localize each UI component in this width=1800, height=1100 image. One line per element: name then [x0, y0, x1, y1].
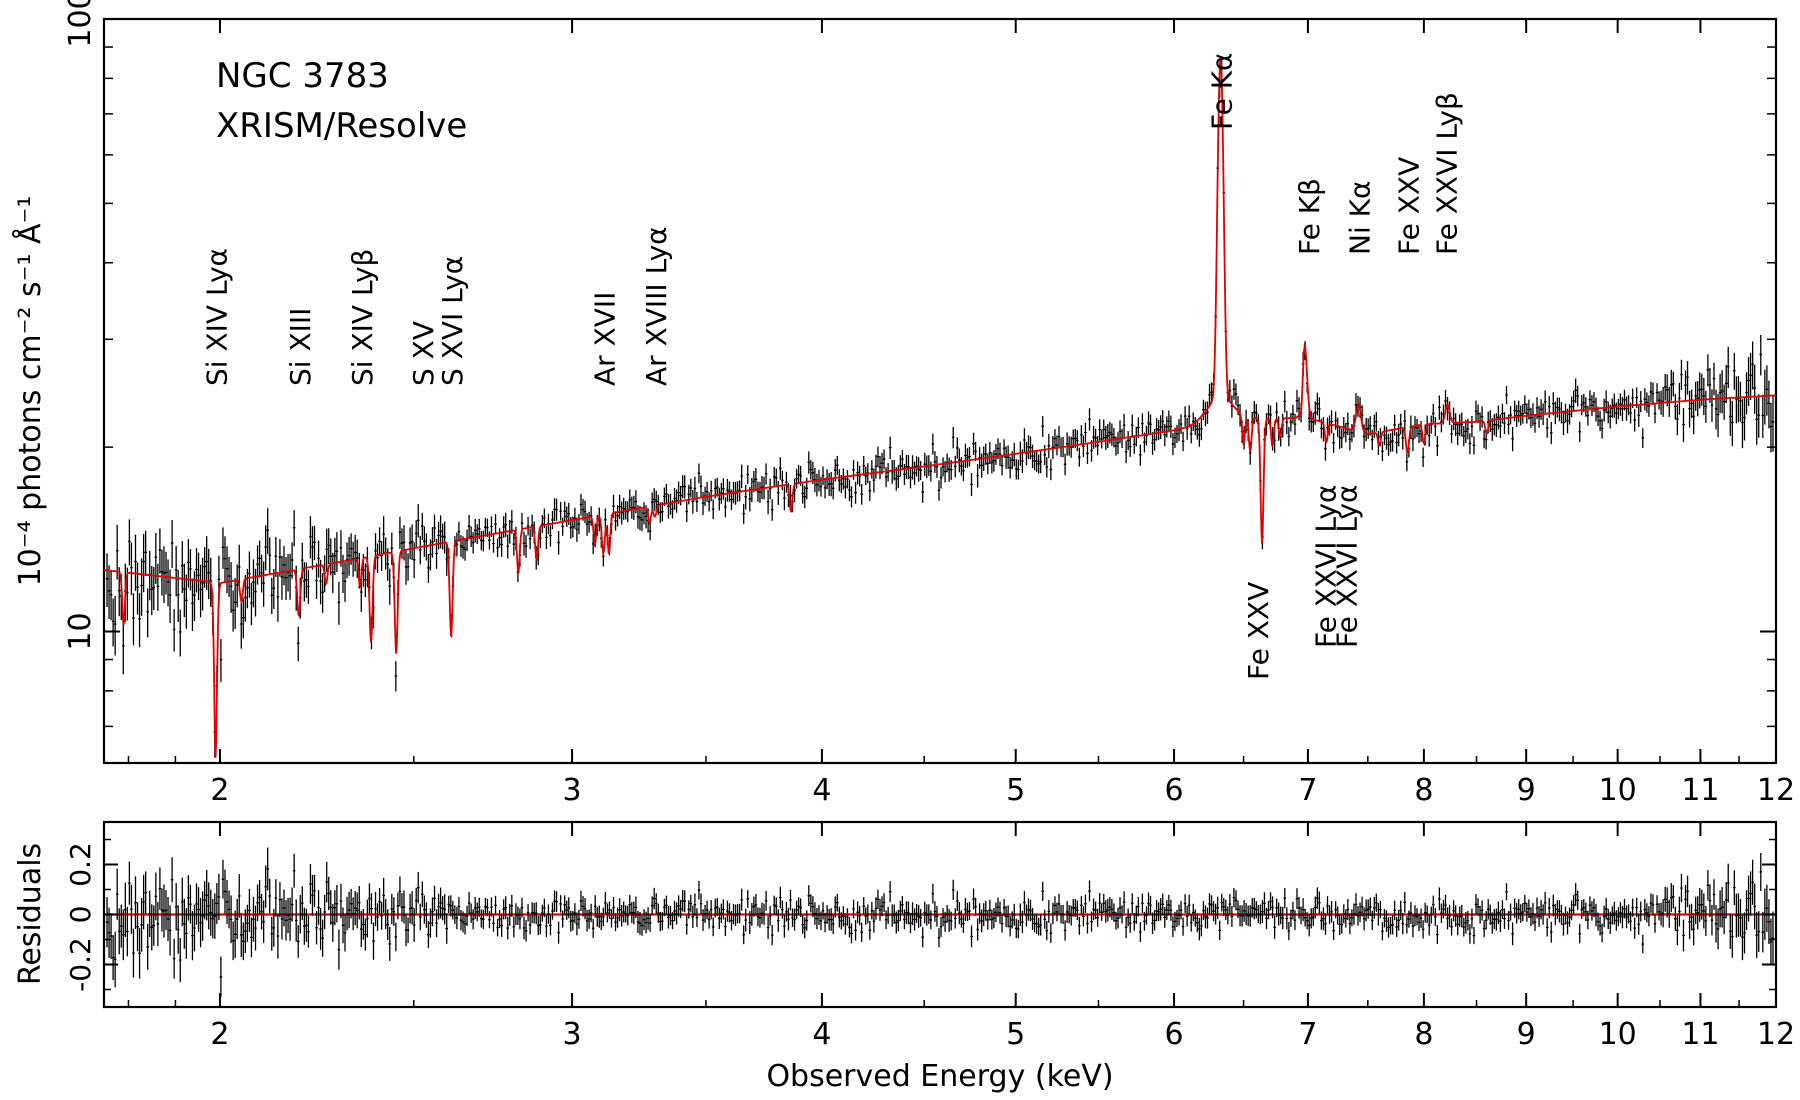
residuals-x-tick-label: 3 — [563, 1017, 582, 1052]
spectrum-x-tick-label: 10 — [1599, 773, 1637, 808]
spectrum-x-tick-label: 7 — [1298, 773, 1317, 808]
line-label-top: Si XIV Lyβ — [346, 249, 379, 386]
spectrum-x-tick-label: 9 — [1517, 773, 1536, 808]
spectrum-x-tick-label: 3 — [563, 773, 582, 808]
spectrum-y-axis-label: 10⁻⁴ photons cm⁻² s⁻¹ Å⁻¹ — [12, 196, 48, 587]
line-label-top: Fe Kα — [1206, 52, 1239, 130]
line-label-top: Si XIV Lyα — [201, 248, 234, 386]
line-label-top: Si XIII — [284, 308, 317, 386]
line-label-top: Fe XXV — [1392, 157, 1425, 255]
line-label-top: Fe XXVI Lyβ — [1430, 92, 1463, 255]
spectrum-x-tick-label: 5 — [1006, 773, 1025, 808]
line-label-top: S XV — [407, 321, 440, 386]
residuals-y-tick-label: 0.2 — [64, 842, 97, 887]
residuals-x-tick-label: 4 — [812, 1017, 831, 1052]
spectrum-plot-area — [104, 58, 1776, 758]
line-label-top: Ar XVII — [588, 292, 621, 386]
residuals-x-tick-label: 10 — [1599, 1017, 1637, 1052]
spectrum-data-series — [105, 58, 1775, 758]
residuals-x-tick-label: 5 — [1006, 1017, 1025, 1052]
spectrum-y-tick-label: 100 — [63, 0, 98, 48]
residuals-axis-ticks: 2 3 4 5 6 7 8 9 10 11 12 -0.2 0 0.2 — [64, 822, 1795, 1052]
model-curve — [104, 58, 1776, 758]
spectrum-x-tick-label: 6 — [1164, 773, 1183, 808]
residuals-x-tick-label: 2 — [210, 1017, 229, 1052]
residuals-panel: 2 3 4 5 6 7 8 9 10 11 12 -0.2 0 0.2 Residuals Observe… — [13, 820, 1795, 1094]
spectrum-plot-frame — [102, 17, 1778, 765]
spectrum-x-tick-label: 4 — [812, 773, 831, 808]
line-label-top: Ni Kα — [1344, 181, 1377, 255]
residuals-x-tick-label: 12 — [1757, 1017, 1795, 1052]
x-axis-label: Observed Energy (keV) — [766, 1059, 1113, 1094]
spectrum-line-labels: Si XIV Lyα Si XIII Si XIV Lyβ S XVS XVI Lyα… — [201, 52, 1464, 680]
chart-title-target: NGC 3783 — [216, 56, 389, 96]
residuals-y-tick-label: 0 — [64, 906, 97, 924]
residuals-data-series — [105, 847, 1775, 998]
spectrum-x-tick-label: 2 — [210, 773, 229, 808]
line-label-top: Ar XVIII Lyα — [640, 226, 673, 386]
spectrum-y-tick-label: 10 — [63, 612, 98, 650]
residuals-plot-area — [104, 847, 1776, 998]
spectrum-x-tick-label: 8 — [1414, 773, 1433, 808]
line-label-bottom: Fe XXVI Lyα — [1330, 485, 1363, 648]
spectrum-x-tick-label: 12 — [1757, 773, 1795, 808]
chart-title-instrument: XRISM/Resolve — [216, 106, 467, 146]
residuals-y-axis-label: Residuals — [13, 843, 48, 985]
line-label-bottom: Fe XXVI Lyα — [1310, 485, 1343, 648]
residuals-x-tick-label: 6 — [1164, 1017, 1183, 1052]
residuals-x-tick-label: 7 — [1298, 1017, 1317, 1052]
line-label-bottom: Fe XXV — [1242, 582, 1275, 680]
spectrum-x-tick-label: 11 — [1681, 773, 1719, 808]
line-label-top: Fe Kβ — [1293, 178, 1326, 255]
residuals-x-tick-label: 11 — [1681, 1017, 1719, 1052]
residuals-x-tick-label: 9 — [1517, 1017, 1536, 1052]
spectrum-axis-ticks: 2 3 4 5 6 7 8 9 10 11 12 10 100 — [63, 0, 1795, 808]
residuals-x-tick-label: 8 — [1414, 1017, 1433, 1052]
line-label-top: S XVI Lyα — [436, 256, 469, 386]
residuals-y-tick-label: -0.2 — [64, 937, 97, 992]
